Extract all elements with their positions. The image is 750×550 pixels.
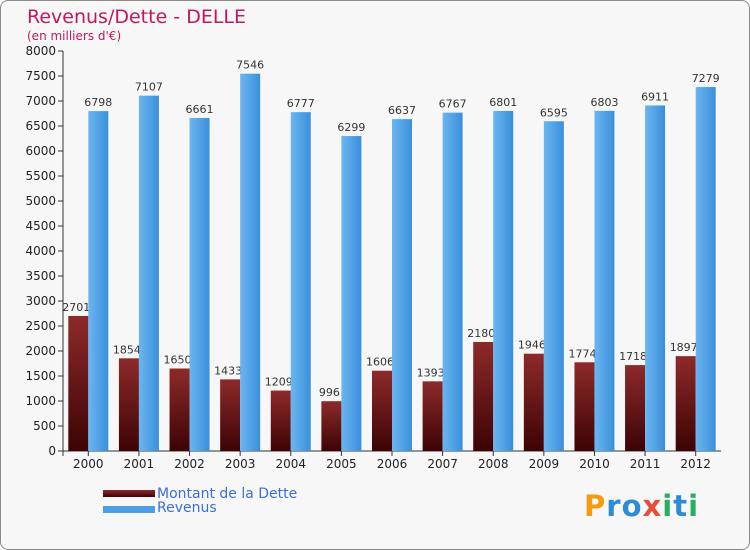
bar-revenus (240, 73, 261, 451)
data-label-revenus: 6777 (287, 97, 315, 110)
legend-swatch-dette (103, 490, 155, 497)
y-tick-label: 3500 (25, 269, 56, 283)
logo-letter: o (621, 489, 643, 523)
legend-label-revenus: Revenus (157, 500, 217, 516)
x-tick-label: 2008 (478, 457, 509, 471)
bar-revenus (290, 112, 311, 452)
bar-dette (523, 353, 544, 451)
bar-revenus (341, 136, 362, 452)
logo-letter: i (688, 489, 700, 523)
data-label-revenus: 7107 (135, 81, 163, 94)
legend-swatch-revenus (103, 506, 155, 513)
y-tick-label: 7500 (25, 69, 56, 83)
data-label-dette: 2180 (467, 327, 495, 340)
bar-revenus (695, 87, 716, 452)
x-tick-label: 2003 (225, 457, 256, 471)
bar-dette (675, 356, 696, 451)
bar-dette (68, 315, 89, 451)
data-label-dette: 1718 (619, 350, 647, 363)
x-tick-label: 2011 (630, 457, 661, 471)
y-tick-label: 4500 (25, 219, 56, 233)
data-label-revenus: 6595 (540, 106, 568, 119)
x-tick-label: 2002 (174, 457, 205, 471)
data-label-dette: 1854 (113, 343, 141, 356)
data-label-revenus: 6803 (590, 96, 618, 109)
bar-dette (473, 342, 494, 451)
y-tick-label: 7000 (25, 94, 56, 108)
bar-revenus (392, 119, 412, 452)
y-tick-label: 5500 (25, 169, 56, 183)
x-tick-label: 2000 (73, 457, 104, 471)
y-tick-label: 0 (48, 444, 56, 458)
bar-revenus (88, 111, 109, 451)
logo-letter: r (606, 489, 622, 523)
bar-dette (574, 362, 595, 451)
x-tick-label: 2009 (529, 457, 560, 471)
data-label-dette: 1393 (417, 366, 445, 379)
data-label-revenus: 7279 (692, 72, 720, 85)
bar-dette (321, 401, 342, 451)
y-tick-label: 2000 (25, 344, 56, 358)
x-tick-label: 2005 (326, 457, 357, 471)
legend-label-dette: Montant de la Dette (157, 486, 298, 502)
data-label-revenus: 6637 (388, 104, 416, 117)
chart-title: Revenus/Dette - DELLE (27, 6, 247, 28)
bar-dette (270, 390, 291, 451)
bar-dette (625, 365, 646, 451)
bar-dette (422, 381, 443, 451)
data-label-revenus: 6798 (84, 96, 112, 109)
data-label-revenus: 6299 (337, 121, 365, 134)
bar-revenus (442, 112, 463, 452)
logo-letter: P (584, 489, 607, 523)
data-label-dette: 1650 (164, 354, 192, 367)
data-label-revenus: 7546 (236, 59, 264, 72)
bar-dette (169, 368, 190, 451)
y-tick-label: 1000 (25, 394, 56, 408)
data-label-dette: 2701 (62, 301, 90, 314)
bar-dette (118, 358, 139, 451)
logo-letter: i (662, 489, 674, 523)
data-label-dette: 1433 (214, 364, 242, 377)
data-label-dette: 1774 (568, 347, 596, 360)
proxiti-logo: Proxiti (584, 489, 699, 523)
data-label-dette: 996 (319, 386, 340, 399)
x-tick-label: 2012 (680, 457, 711, 471)
bar-revenus (138, 95, 159, 452)
data-label-revenus: 6767 (439, 98, 467, 111)
bar-revenus (645, 105, 666, 451)
y-tick-label: 4000 (25, 244, 56, 258)
bar-revenus (594, 110, 615, 451)
x-tick-label: 2006 (377, 457, 408, 471)
data-label-revenus: 6661 (186, 103, 214, 116)
data-label-revenus: 6911 (641, 90, 669, 103)
x-tick-label: 2001 (124, 457, 155, 471)
data-label-revenus: 6801 (489, 96, 517, 109)
y-tick-label: 6000 (25, 144, 56, 158)
bar-dette (220, 379, 241, 451)
x-tick-label: 2004 (275, 457, 306, 471)
y-tick-label: 5000 (25, 194, 56, 208)
bar-revenus (493, 110, 514, 451)
chart-subtitle: (en milliers d'€) (27, 29, 122, 43)
bar-revenus (543, 121, 564, 451)
bar-revenus (189, 117, 210, 451)
data-label-dette: 1209 (265, 376, 293, 389)
logo-letter: x (642, 489, 663, 523)
bar-dette (372, 370, 392, 451)
y-tick-label: 1500 (25, 369, 56, 383)
y-tick-label: 6500 (25, 119, 56, 133)
x-tick-label: 2007 (427, 457, 458, 471)
x-tick-label: 2010 (579, 457, 610, 471)
y-tick-label: 500 (33, 419, 56, 433)
data-label-dette: 1606 (366, 356, 394, 369)
y-tick-label: 2500 (25, 319, 56, 333)
data-label-dette: 1946 (518, 339, 546, 352)
logo-letter: t (673, 489, 689, 523)
y-tick-label: 8000 (25, 44, 56, 58)
y-tick-label: 3000 (25, 294, 56, 308)
data-label-dette: 1897 (670, 341, 698, 354)
